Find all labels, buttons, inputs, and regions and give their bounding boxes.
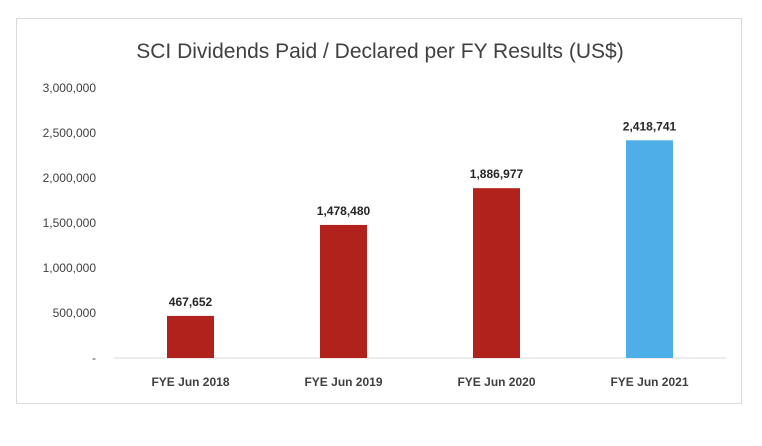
y-tick-label: - bbox=[92, 351, 96, 365]
y-tick-label: 2,000,000 bbox=[43, 171, 97, 185]
bars-group bbox=[167, 140, 673, 358]
x-axis: FYE Jun 2018 FYE Jun 2019 FYE Jun 2020 FYE … bbox=[151, 375, 688, 389]
data-labels-group: 467,652 1,478,480 1,886,977 2,418,741 bbox=[169, 119, 677, 309]
y-axis: - 500,000 1,000,000 1,500,000 2,000,000 2,500… bbox=[43, 81, 97, 365]
chart-title: SCI Dividends Paid / Declared per FY Res… bbox=[136, 40, 623, 63]
y-tick-label: 1,000,000 bbox=[43, 261, 97, 275]
bar-3 bbox=[473, 188, 520, 358]
x-tick-label: FYE Jun 2020 bbox=[457, 375, 535, 389]
x-tick-label: FYE Jun 2018 bbox=[151, 375, 229, 389]
data-label: 1,886,977 bbox=[470, 167, 524, 181]
bar-2 bbox=[320, 224, 367, 358]
bar-4 bbox=[626, 140, 673, 358]
x-tick-label: FYE Jun 2021 bbox=[610, 375, 688, 389]
data-label: 1,478,480 bbox=[317, 204, 371, 218]
bar-1 bbox=[167, 315, 214, 358]
y-tick-label: 2,500,000 bbox=[43, 126, 97, 140]
data-label: 467,652 bbox=[169, 295, 213, 309]
x-tick-label: FYE Jun 2019 bbox=[304, 375, 382, 389]
y-tick-label: 3,000,000 bbox=[43, 81, 97, 95]
data-label: 2,418,741 bbox=[623, 119, 677, 133]
y-tick-label: 500,000 bbox=[53, 306, 97, 320]
chart-frame bbox=[16, 18, 742, 404]
y-tick-label: 1,500,000 bbox=[43, 216, 97, 230]
